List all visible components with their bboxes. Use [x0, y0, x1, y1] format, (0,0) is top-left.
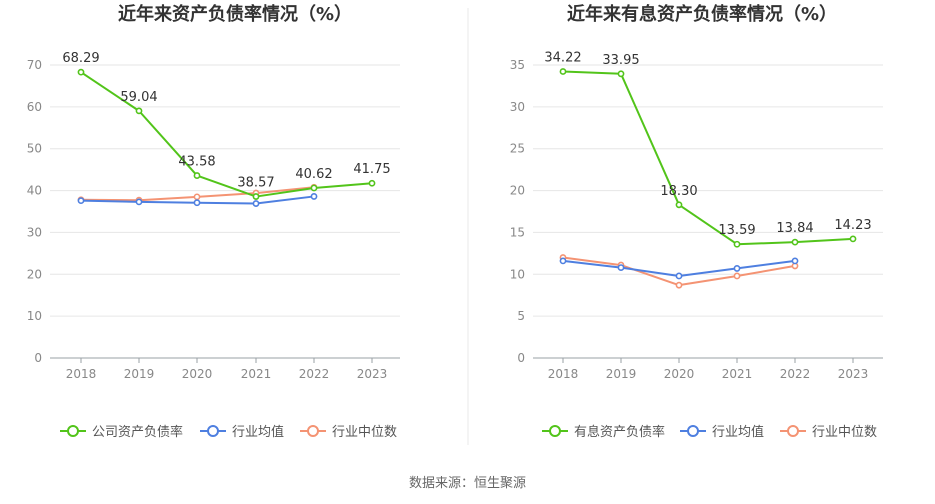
- data-point: [849, 235, 857, 243]
- data-point: [733, 265, 741, 272]
- y-tick-label: 20: [510, 184, 525, 198]
- chart-title: 近年来资产负债率情况（%）: [118, 3, 352, 25]
- data-point: [310, 184, 318, 192]
- legend-label: 行业均值: [232, 424, 284, 440]
- data-point: [368, 179, 376, 187]
- data-point: [617, 264, 625, 271]
- legend-label: 行业中位数: [332, 425, 397, 440]
- chart-panel-asset-liability: 近年来资产负债率情况（%） 0 10 20 30 40 50 60 70 2018 2019 2020…: [27, 3, 400, 440]
- y-tick-label: 30: [510, 100, 525, 114]
- data-point: [733, 272, 741, 280]
- data-label: 34.22: [544, 51, 581, 66]
- chart-panel-interest-bearing: 近年来有息资产负债率情况（%） 0 5 10 15 20 25 30 35 2018 2019 202…: [510, 3, 883, 440]
- x-tick-label: 2018: [66, 367, 97, 381]
- y-tick-label: 20: [27, 267, 42, 281]
- data-label: 18.30: [660, 184, 697, 199]
- data-point: [791, 257, 799, 265]
- legend-marker-dot: [687, 425, 699, 437]
- data-label: 38.57: [237, 176, 274, 191]
- data-point: [135, 107, 143, 115]
- legend-label: 行业均值: [712, 424, 764, 440]
- data-point: [559, 68, 567, 75]
- data-point: [675, 272, 683, 280]
- data-point: [77, 197, 85, 205]
- data-point: [310, 193, 318, 200]
- y-tick-label: 5: [517, 309, 525, 323]
- y-tick-label: 30: [27, 225, 42, 239]
- x-tick-label: 2020: [182, 367, 213, 381]
- y-tick-label: 60: [27, 100, 42, 114]
- data-label: 41.75: [353, 162, 390, 177]
- data-point: [252, 193, 260, 200]
- data-point: [675, 281, 683, 289]
- data-point: [193, 199, 201, 207]
- data-label: 14.23: [834, 218, 871, 233]
- data-label: 13.84: [776, 221, 813, 236]
- chart-title: 近年来有息资产负债率情况（%）: [567, 3, 837, 25]
- legend-marker-dot: [207, 425, 219, 437]
- data-label: 43.58: [178, 155, 215, 170]
- data-point: [791, 238, 799, 246]
- x-tick-label: 2021: [722, 367, 753, 381]
- data-point: [193, 172, 201, 179]
- x-tick-label: 2018: [548, 367, 579, 381]
- legend-marker-dot: [787, 425, 799, 437]
- data-label: 59.04: [120, 90, 157, 105]
- x-tick-label: 2019: [606, 367, 637, 381]
- y-tick-label: 70: [27, 58, 42, 72]
- y-tick-label: 10: [510, 267, 525, 281]
- y-tick-label: 0: [34, 351, 42, 365]
- y-tick-label: 0: [517, 351, 525, 365]
- data-point: [77, 68, 85, 76]
- data-label: 40.62: [295, 167, 332, 182]
- legend-marker-dot: [67, 425, 79, 437]
- data-point: [675, 201, 683, 209]
- data-point: [559, 257, 567, 265]
- series-line: [80, 71, 373, 198]
- x-tick-label: 2023: [357, 367, 388, 381]
- series-line: [562, 256, 796, 287]
- legend-marker-dot: [307, 425, 319, 437]
- x-tick-label: 2020: [664, 367, 695, 381]
- y-tick-label: 15: [510, 225, 525, 239]
- source-note: 数据来源：恒生聚源: [408, 476, 526, 491]
- legend-label: 公司资产负债率: [92, 424, 183, 440]
- data-point: [617, 70, 625, 78]
- y-tick-label: 35: [510, 58, 525, 72]
- legend-marker-dot: [549, 425, 561, 437]
- legend-label: 行业中位数: [812, 425, 877, 440]
- x-tick-label: 2023: [838, 367, 869, 381]
- x-tick-label: 2022: [780, 367, 811, 381]
- data-point: [733, 240, 741, 248]
- data-label: 13.59: [718, 223, 755, 238]
- data-point: [252, 200, 260, 207]
- y-tick-label: 40: [27, 184, 42, 198]
- y-tick-label: 25: [510, 142, 525, 156]
- y-tick-label: 50: [27, 142, 42, 156]
- data-point: [193, 193, 201, 201]
- x-tick-label: 2019: [124, 367, 155, 381]
- series-line: [562, 70, 854, 246]
- data-label: 68.29: [62, 51, 99, 66]
- data-label: 33.95: [602, 53, 639, 68]
- legend-label: 有息资产负债率: [574, 424, 665, 440]
- data-point: [135, 198, 143, 206]
- y-tick-label: 10: [27, 309, 42, 323]
- x-tick-label: 2021: [241, 367, 272, 381]
- x-tick-label: 2022: [299, 367, 330, 381]
